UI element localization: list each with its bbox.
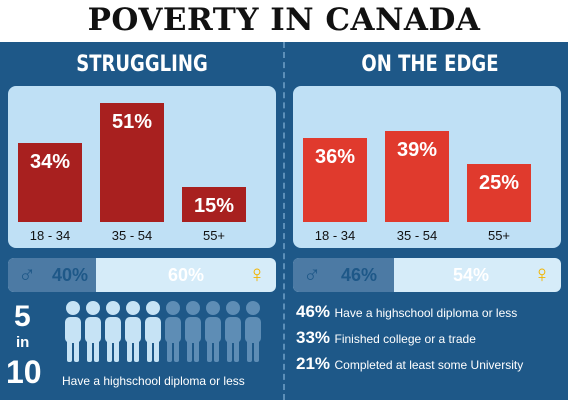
male-icon: ♂: [303, 261, 321, 288]
person-icon: [64, 300, 82, 364]
stat-percent: 46%: [296, 302, 331, 321]
category-label: 18 - 34: [29, 228, 71, 243]
struggling-chart: 34% 51% 15%: [8, 86, 276, 248]
stat-text: Have a highschool diploma or less: [334, 306, 518, 320]
person-icon: [84, 300, 102, 364]
education-stat: 33% Finished college or a trade: [296, 328, 476, 348]
bar-value-label: 34%: [29, 150, 71, 173]
education-stat: 21% Completed at least some University: [296, 354, 536, 374]
female-percent: 60%: [168, 265, 205, 285]
person-icon: [124, 300, 142, 364]
ratio-numerator: 5: [14, 300, 31, 333]
male-share-fill: [293, 258, 395, 292]
ratio-in: in: [16, 334, 30, 351]
bar-3: [467, 163, 531, 222]
person-icon: [224, 300, 242, 364]
person-icon: [164, 300, 182, 364]
stat-percent: 21%: [296, 354, 331, 373]
bar-2: [385, 131, 449, 222]
person-icon: [244, 300, 262, 364]
stat-text: Completed at least some University: [334, 358, 524, 372]
ratio-denominator: 10: [6, 354, 42, 390]
male-percent: 46%: [341, 265, 378, 285]
bar-value-label: 36%: [314, 146, 356, 169]
on-the-edge-chart: 36% 39% 25%: [293, 86, 561, 248]
female-icon: ♀: [533, 261, 551, 288]
bar-3: [182, 187, 246, 222]
bar-value-label: 25%: [478, 171, 520, 194]
category-label: 35 - 54: [111, 228, 153, 243]
bar-1: [303, 138, 367, 222]
category-label: 35 - 54: [396, 228, 438, 243]
struggling-gender-bar: ♂ 40% 60% ♀: [8, 258, 276, 292]
panel-divider: [283, 42, 285, 400]
male-icon: ♂: [18, 261, 36, 288]
bar-1: [18, 142, 82, 222]
bar-value-label: 15%: [193, 195, 235, 218]
category-label: 55+: [487, 228, 511, 243]
edge-gender-bar: ♂ 46% 54% ♀: [293, 258, 561, 292]
male-percent: 40%: [52, 265, 89, 285]
page-title: POVERTY IN CANADA: [87, 2, 481, 38]
stat-text: Finished college or a trade: [334, 332, 476, 346]
education-caption: Have a highschool diploma or less: [62, 374, 245, 388]
person-icon: [144, 300, 162, 364]
struggling-title: STRUGGLING: [76, 52, 208, 77]
on-the-edge-title: ON THE EDGE: [361, 52, 499, 77]
bar-value-label: 51%: [111, 111, 153, 134]
category-label: 18 - 34: [314, 228, 356, 243]
female-percent: 54%: [453, 265, 490, 285]
stat-percent: 33%: [296, 328, 331, 347]
person-icon: [204, 300, 222, 364]
bar-value-label: 39%: [396, 139, 438, 162]
bar-2: [100, 103, 164, 222]
category-label: 55+: [202, 228, 226, 243]
education-stat: 46% Have a highschool diploma or less: [296, 302, 517, 322]
female-icon: ♀: [248, 261, 266, 288]
person-icon: [184, 300, 202, 364]
person-icon: [104, 300, 122, 364]
male-share-fill: [8, 258, 96, 292]
